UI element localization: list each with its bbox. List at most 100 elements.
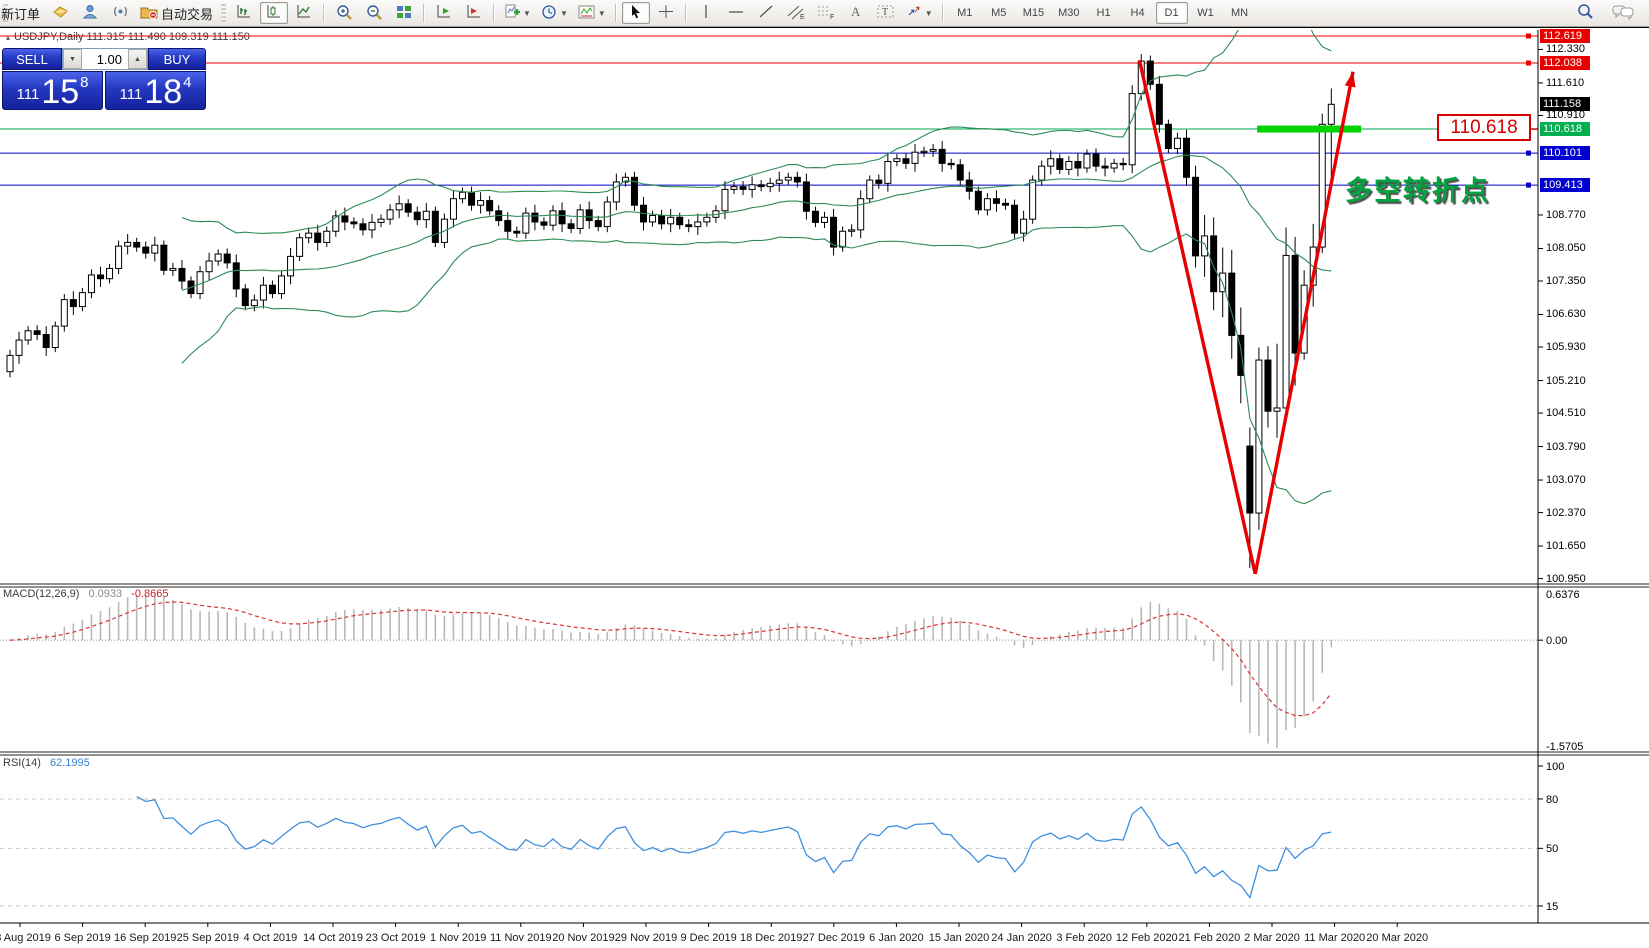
time-axis-label: 15 Jan 2020 [928, 932, 990, 944]
fibonacci-icon: F [817, 4, 835, 23]
vertical-line-button[interactable] [692, 2, 720, 24]
community-button[interactable] [76, 2, 104, 24]
time-axis-label: 27 Dec 2019 [802, 932, 865, 944]
crosshair-icon [658, 4, 674, 22]
arrows-button[interactable]: ▼ [902, 2, 937, 24]
search-button[interactable] [1571, 2, 1599, 24]
timeframe-h1[interactable]: H1 [1096, 7, 1111, 19]
timeframe-mn[interactable]: MN [1230, 7, 1249, 19]
timeframe-m30[interactable]: M30 [1058, 7, 1080, 19]
timeframe-d1[interactable]: D1 [1155, 2, 1188, 24]
timeframe-m5[interactable]: M5 [991, 7, 1007, 19]
autotrading-label: 自动交易 [161, 6, 214, 22]
gold-badge-button[interactable] [46, 2, 74, 24]
price-axis-label: 103.070 [1546, 474, 1586, 487]
volume-value[interactable]: 1.00 [96, 51, 122, 67]
time-axis-label: 12 Feb 2020 [1115, 932, 1178, 944]
volume-increase-button[interactable]: ▲ [128, 49, 147, 69]
volume-decrease-button[interactable]: ▼ [63, 49, 82, 69]
time-axis-label: 16 Sep 2019 [113, 932, 177, 944]
macd-name: MACD(12,26,9) [3, 588, 80, 600]
price-axis-label: 111.158 [1540, 96, 1590, 111]
macd-value: 0.0933 [88, 588, 123, 600]
toolbar-grip[interactable] [3, 4, 8, 22]
one-click-trade-panel: SELL ▼ 1.00 ▲ BUY 111 15 8 111 18 4 [2, 48, 206, 110]
timeframe-m1[interactable]: M1 [957, 7, 973, 19]
time-axis-label: 29 Nov 2019 [614, 932, 678, 944]
timeframe-m15[interactable]: M15 [1022, 7, 1045, 19]
sell-button[interactable]: SELL [2, 48, 62, 70]
chart-shift-button[interactable] [460, 2, 488, 24]
price-axis-label: 103.790 [1546, 440, 1586, 453]
time-axis-label: 24 Jan 2020 [991, 932, 1052, 944]
price-callout-box[interactable]: 110.618 [1437, 114, 1531, 141]
price-axis-label: 107.350 [1546, 275, 1586, 287]
zoom-out-button[interactable] [360, 2, 388, 24]
text-button[interactable]: A [842, 2, 870, 24]
trendline-button[interactable] [752, 2, 780, 24]
candlestick-chart-button[interactable] [260, 2, 289, 24]
toolbar-grip-2[interactable] [221, 4, 227, 22]
buy-button[interactable]: BUY [148, 48, 206, 70]
time-axis-label: 6 Jan 2020 [869, 932, 924, 944]
crosshair-button[interactable] [652, 2, 680, 24]
chat-icon [1612, 4, 1634, 23]
time-axis-label: 18 Dec 2019 [739, 932, 803, 944]
auto-scroll-button[interactable] [430, 2, 458, 24]
buy-price-button[interactable]: 111 18 4 [105, 71, 206, 110]
time-axis-label: 11 Mar 2020 [1304, 932, 1366, 944]
signal-icon [112, 4, 129, 22]
text-label-button[interactable]: T [872, 2, 900, 24]
indicator-axis-label: 100 [1546, 761, 1565, 773]
svg-text:E: E [800, 14, 805, 20]
time-axis-label: 9 Dec 2019 [680, 932, 737, 944]
autotrading-button[interactable]: 自动交易 [136, 2, 217, 24]
price-axis-label: 112.619 [1540, 29, 1590, 43]
timeframe-w1[interactable]: W1 [1197, 7, 1214, 19]
cursor-button[interactable] [621, 2, 650, 24]
chart-canvas[interactable] [0, 30, 1649, 927]
volume-control: ▼ 1.00 ▲ [62, 48, 148, 70]
chat-button[interactable] [1608, 2, 1638, 24]
chart-marker-icon: ▴ [6, 32, 11, 42]
indicators-icon [504, 4, 521, 22]
time-axis-label: 2 Mar 2020 [1244, 932, 1300, 944]
chart-window: ▴ USDJPY,Daily 111.315 111.490 109.319 1… [0, 27, 1649, 948]
templates-button[interactable]: ▼ [574, 2, 610, 24]
price-axis-label: 108.770 [1546, 208, 1586, 221]
sell-price-button[interactable]: 111 15 8 [2, 71, 103, 110]
macd-signal-value: -0.8665 [131, 588, 169, 600]
buy-price-point: 4 [183, 74, 192, 91]
indicator-axis-label: 50 [1546, 843, 1559, 856]
indicator-axis-label: 80 [1546, 793, 1559, 806]
time-axis-label: 28 Aug 2019 [0, 932, 51, 944]
indicators-button[interactable]: ▼ [500, 2, 535, 24]
time-axis-label: 6 Sep 2019 [54, 932, 111, 944]
tile-windows-button[interactable] [390, 2, 418, 24]
trendline-icon [758, 4, 774, 22]
periods-button[interactable]: ▼ [537, 2, 572, 24]
timeframe-h4[interactable]: H4 [1130, 7, 1145, 19]
signals-button[interactable] [106, 2, 134, 24]
indicator-axis-label: 0.00 [1546, 635, 1568, 648]
chart-title-text: USDJPY,Daily 111.315 111.490 109.319 111… [14, 31, 250, 43]
time-axis-label: 14 Oct 2019 [303, 932, 363, 944]
price-axis-label: 102.370 [1546, 506, 1586, 519]
line-chart-button[interactable] [290, 2, 318, 24]
fibonacci-button[interactable]: F [812, 2, 840, 24]
new-order-button[interactable]: 新订单 [0, 2, 44, 24]
bar-chart-button[interactable] [230, 2, 258, 24]
time-axis-label: 20 Nov 2019 [552, 932, 615, 944]
indicator-axis-label: -1.5705 [1546, 741, 1584, 753]
rsi-name: RSI(14) [3, 757, 41, 769]
equidistant-channel-button[interactable]: E [782, 2, 810, 24]
price-axis-label: 101.650 [1546, 540, 1586, 553]
sell-price-figure: 111 [16, 86, 40, 103]
time-axis-label: 4 Oct 2019 [243, 932, 298, 944]
zoom-in-button[interactable] [330, 2, 358, 24]
turning-point-annotation[interactable]: 多空转折点 [1345, 176, 1490, 206]
price-axis-label: 111.610 [1546, 76, 1585, 89]
horizontal-line-button[interactable] [722, 2, 750, 24]
price-axis-label: 105.210 [1546, 374, 1586, 387]
